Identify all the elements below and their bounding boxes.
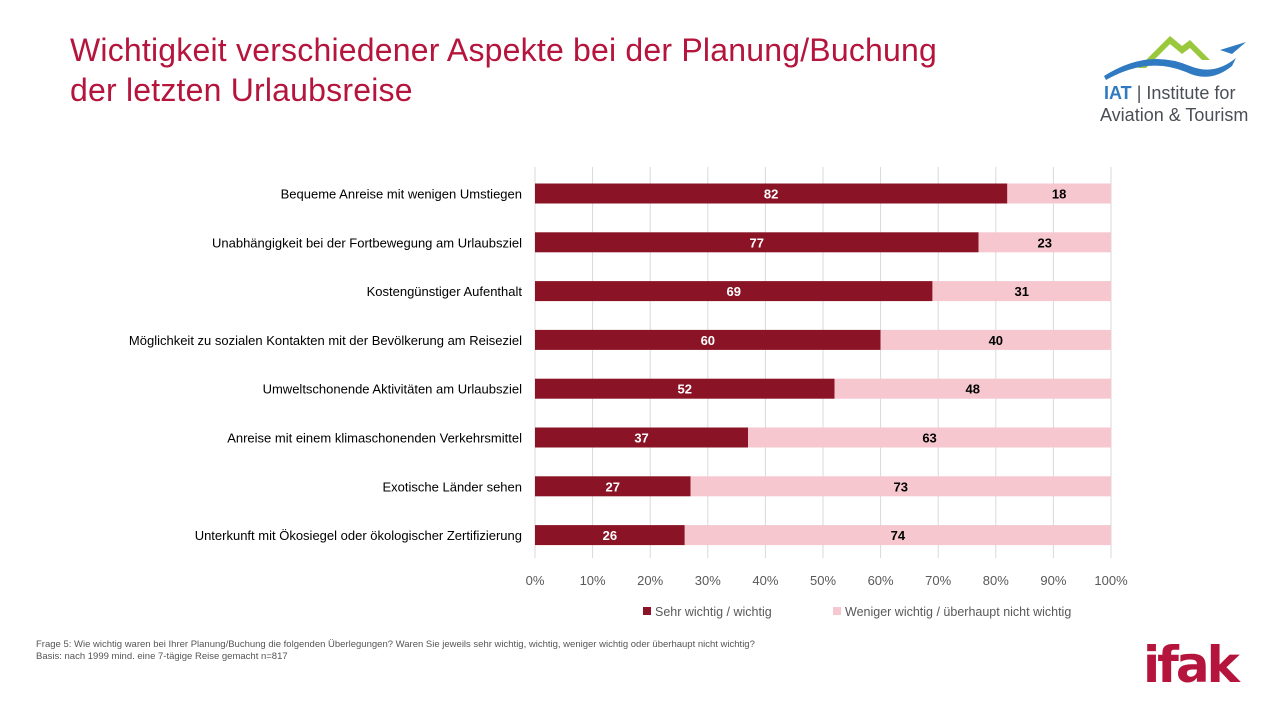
bar-weniger-wichtig <box>684 525 1111 546</box>
data-label: 52 <box>678 382 692 397</box>
bar-sehr-wichtig <box>535 378 835 399</box>
category-label: Möglichkeit zu sozialen Kontakten mit de… <box>129 333 522 348</box>
x-tick-label: 20% <box>637 573 663 588</box>
footnote-basis: Basis: nach 1999 mind. eine 7-tägige Rei… <box>36 651 288 662</box>
mountain-plane-icon <box>1104 36 1246 80</box>
legend-label: Sehr wichtig / wichtig <box>655 605 772 619</box>
legend-swatch <box>643 607 651 615</box>
data-label: 74 <box>891 528 906 543</box>
bar-sehr-wichtig <box>535 329 881 350</box>
footnote: Frage 5: Wie wichtig waren bei Ihrer Pla… <box>36 639 755 663</box>
category-label: Bequeme Anreise mit wenigen Umstiegen <box>281 187 522 202</box>
x-tick-label: 80% <box>983 573 1009 588</box>
data-label: 27 <box>606 479 620 494</box>
data-label: 63 <box>922 431 936 446</box>
bar-sehr-wichtig <box>535 427 749 448</box>
data-label: 82 <box>764 187 778 202</box>
x-tick-label: 60% <box>868 573 894 588</box>
title-line-2: der letzten Urlaubsreise <box>70 72 413 108</box>
iat-separator: | <box>1136 83 1142 103</box>
data-label: 73 <box>894 479 908 494</box>
legend-label: Weniger wichtig / überhaupt nicht wichti… <box>845 605 1071 619</box>
bar-weniger-wichtig <box>748 427 1111 448</box>
stacked-bar-chart: 0% 10% 20% 30% 40% 50% 60% 70% 80% 90% 100% Bequeme… <box>129 167 1128 619</box>
x-tick-label: 90% <box>1040 573 1066 588</box>
bar-weniger-wichtig <box>978 232 1111 253</box>
category-label: Anreise mit einem klimaschonenden Verkeh… <box>227 431 522 446</box>
iat-logo-line-1: IAT | Institute for <box>1104 83 1235 104</box>
data-label: 18 <box>1052 187 1066 202</box>
title-line-1: Wichtigkeit verschiedener Aspekte bei de… <box>70 32 938 68</box>
x-tick-label: 100% <box>1094 573 1128 588</box>
category-label: Kostengünstiger Aufenthalt <box>367 284 523 299</box>
bar-weniger-wichtig <box>880 329 1111 350</box>
chart-title: Wichtigkeit verschiedener Aspekte bei de… <box>70 30 1080 110</box>
bar-weniger-wichtig <box>690 476 1111 497</box>
ifak-logo: ifak <box>1143 636 1240 694</box>
bar-weniger-wichtig <box>932 281 1111 302</box>
bar-sehr-wichtig <box>535 281 933 302</box>
x-tick-label: 50% <box>810 573 836 588</box>
iat-logo: IAT | Institute for Aviation & Tourism <box>1098 28 1248 128</box>
data-label: 40 <box>989 333 1003 348</box>
data-label: 37 <box>634 431 648 446</box>
data-label: 69 <box>726 284 740 299</box>
legend-swatch <box>833 607 841 615</box>
x-tick-label: 0% <box>526 573 545 588</box>
bar-sehr-wichtig <box>535 183 1008 204</box>
bar-weniger-wichtig <box>834 378 1111 399</box>
data-label: 48 <box>966 382 980 397</box>
bar-sehr-wichtig <box>535 232 979 253</box>
data-label: 26 <box>603 528 617 543</box>
data-label: 23 <box>1038 235 1052 250</box>
iat-name-part-1: Institute for <box>1146 83 1236 103</box>
iat-name-part-2: Aviation & Tourism <box>1100 105 1249 125</box>
x-tick-label: 40% <box>752 573 778 588</box>
category-label: Unterkunft mit Ökosiegel oder ökologisch… <box>195 528 522 543</box>
iat-abbr: IAT <box>1104 83 1132 103</box>
category-label: Unabhängigkeit bei der Fortbewegung am U… <box>212 235 522 250</box>
bar-weniger-wichtig <box>1007 183 1111 204</box>
x-tick-label: 70% <box>925 573 951 588</box>
x-tick-label: 10% <box>580 573 606 588</box>
data-label: 77 <box>750 235 764 250</box>
data-label: 60 <box>701 333 715 348</box>
footnote-question: Frage 5: Wie wichtig waren bei Ihrer Pla… <box>36 639 755 650</box>
x-tick-label: 30% <box>695 573 721 588</box>
bar-sehr-wichtig <box>535 525 685 546</box>
category-label: Exotische Länder sehen <box>383 479 522 494</box>
category-label: Umweltschonende Aktivitäten am Urlaubszi… <box>263 382 523 397</box>
data-label: 31 <box>1014 284 1028 299</box>
bar-sehr-wichtig <box>535 476 691 497</box>
